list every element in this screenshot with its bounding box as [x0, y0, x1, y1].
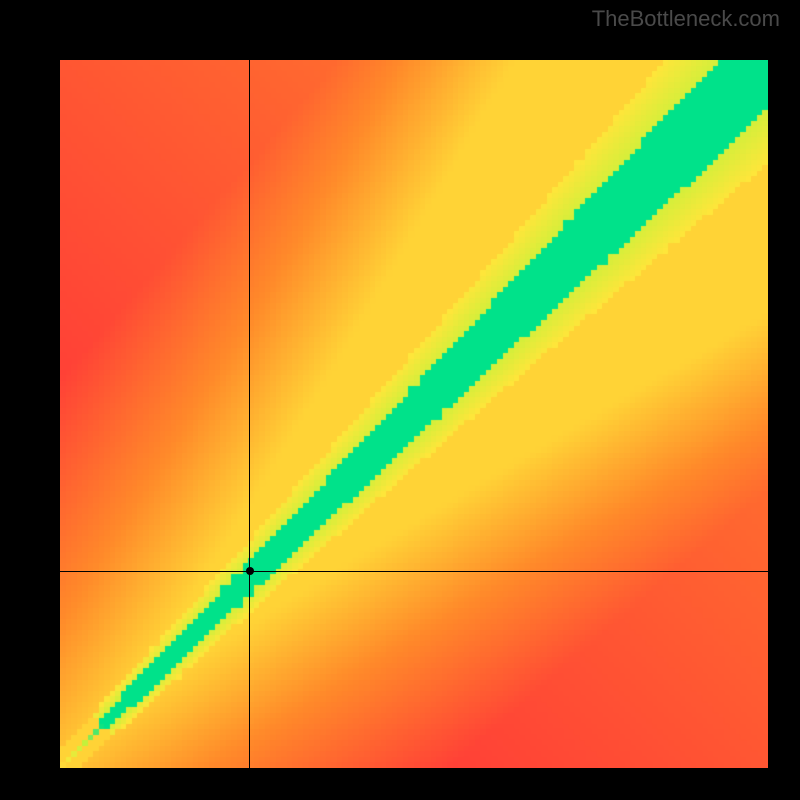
- plot-area: [60, 60, 768, 768]
- crosshair-vertical: [249, 60, 250, 768]
- marker-dot: [246, 567, 254, 575]
- heatmap-canvas: [60, 60, 768, 768]
- crosshair-horizontal: [60, 571, 768, 572]
- chart-container: TheBottleneck.com: [0, 0, 800, 800]
- plot-frame-bottom: [0, 768, 800, 800]
- plot-frame-right: [768, 0, 800, 800]
- plot-frame-left: [0, 0, 32, 800]
- watermark-text: TheBottleneck.com: [592, 6, 780, 32]
